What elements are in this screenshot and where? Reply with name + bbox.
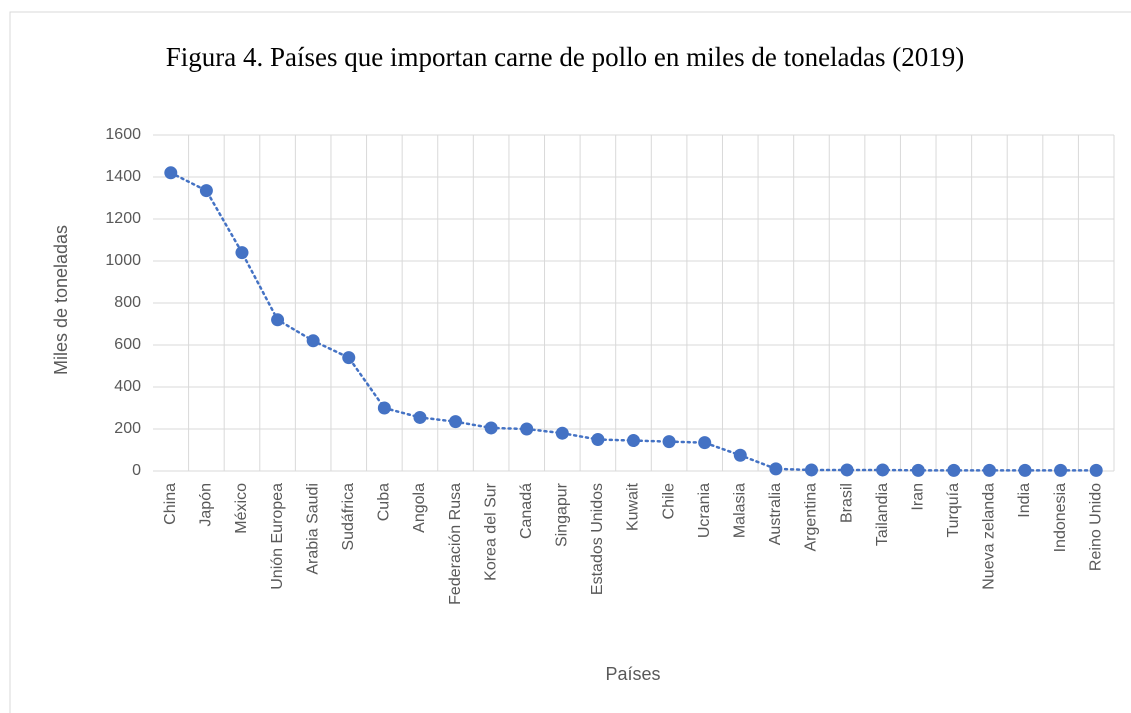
point [555,426,569,440]
point [840,463,854,477]
point [769,462,783,476]
point [235,246,249,260]
x-tick-label: Kuwait [625,482,642,531]
x-tick-label: Iran [909,483,926,511]
x-tick-label: Sudáfrica [340,483,357,551]
point [199,184,213,198]
x-tick-label: Arabia Saudi [304,483,321,575]
point [306,334,320,348]
y-tick-label: 200 [114,420,141,437]
y-tick-label: 0 [132,462,141,479]
x-tick-label: Brasil [838,483,855,523]
point [413,410,427,424]
point [733,448,747,462]
x-tick-label: Japón [198,483,215,527]
point [449,415,463,429]
x-tick-label: Turquía [945,483,962,538]
x-tick-label: Nueva zelanda [981,483,998,590]
y-tick-label: 800 [114,294,141,311]
point [982,463,996,477]
series-line [169,171,1098,472]
x-tick-label: Federación Rusa [447,483,464,605]
chart-border [9,11,1131,713]
point [164,166,178,180]
y-axis-title: Miles de toneladas [51,225,71,375]
point [377,401,391,415]
point [698,436,712,450]
point [876,463,890,477]
point [911,463,925,477]
x-tick-label: India [1016,483,1033,518]
point [1089,463,1103,477]
point [627,434,640,448]
chart-title: Figura 4. Países que importan carne de p… [165,42,965,72]
x-tick-label: Australia [767,483,784,545]
x-tick-label: Angola [411,483,428,533]
point [662,435,676,449]
y-tick-label: 1600 [105,126,141,143]
y-tick-label: 1400 [105,168,141,185]
x-tick-label: Argentina [803,483,820,552]
point [484,421,498,435]
x-tick-label: Korea del Sur [482,482,499,581]
x-tick-label: Reino Unido [1087,483,1104,571]
point [520,422,534,436]
y-tick-label: 1200 [105,210,141,227]
point [591,433,605,446]
x-tick-label: Unión Europea [269,483,286,590]
x-tick-label: Malasia [731,483,748,538]
point [342,351,356,365]
x-tick-label: Chile [660,483,677,520]
point [1018,463,1032,477]
y-tick-label: 1000 [105,252,141,269]
point [271,313,285,327]
x-tick-label: Cuba [376,483,393,521]
y-tick-label: 400 [114,378,141,395]
x-tick-label: Singapur [554,482,571,547]
point [947,463,961,477]
x-tick-label: China [162,483,179,525]
x-tick-label: México [233,483,250,534]
x-tick-label: Tailandia [874,483,891,546]
x-tick-label: Ucrania [696,483,713,538]
x-tick-label: Indonesia [1052,483,1069,552]
y-tick-label: 600 [114,336,141,353]
point [1054,463,1068,477]
point [804,463,818,477]
x-tick-label: Estados Unidos [589,483,606,595]
x-tick-label: Canadá [518,483,535,539]
x-axis-title: Países [605,664,660,684]
